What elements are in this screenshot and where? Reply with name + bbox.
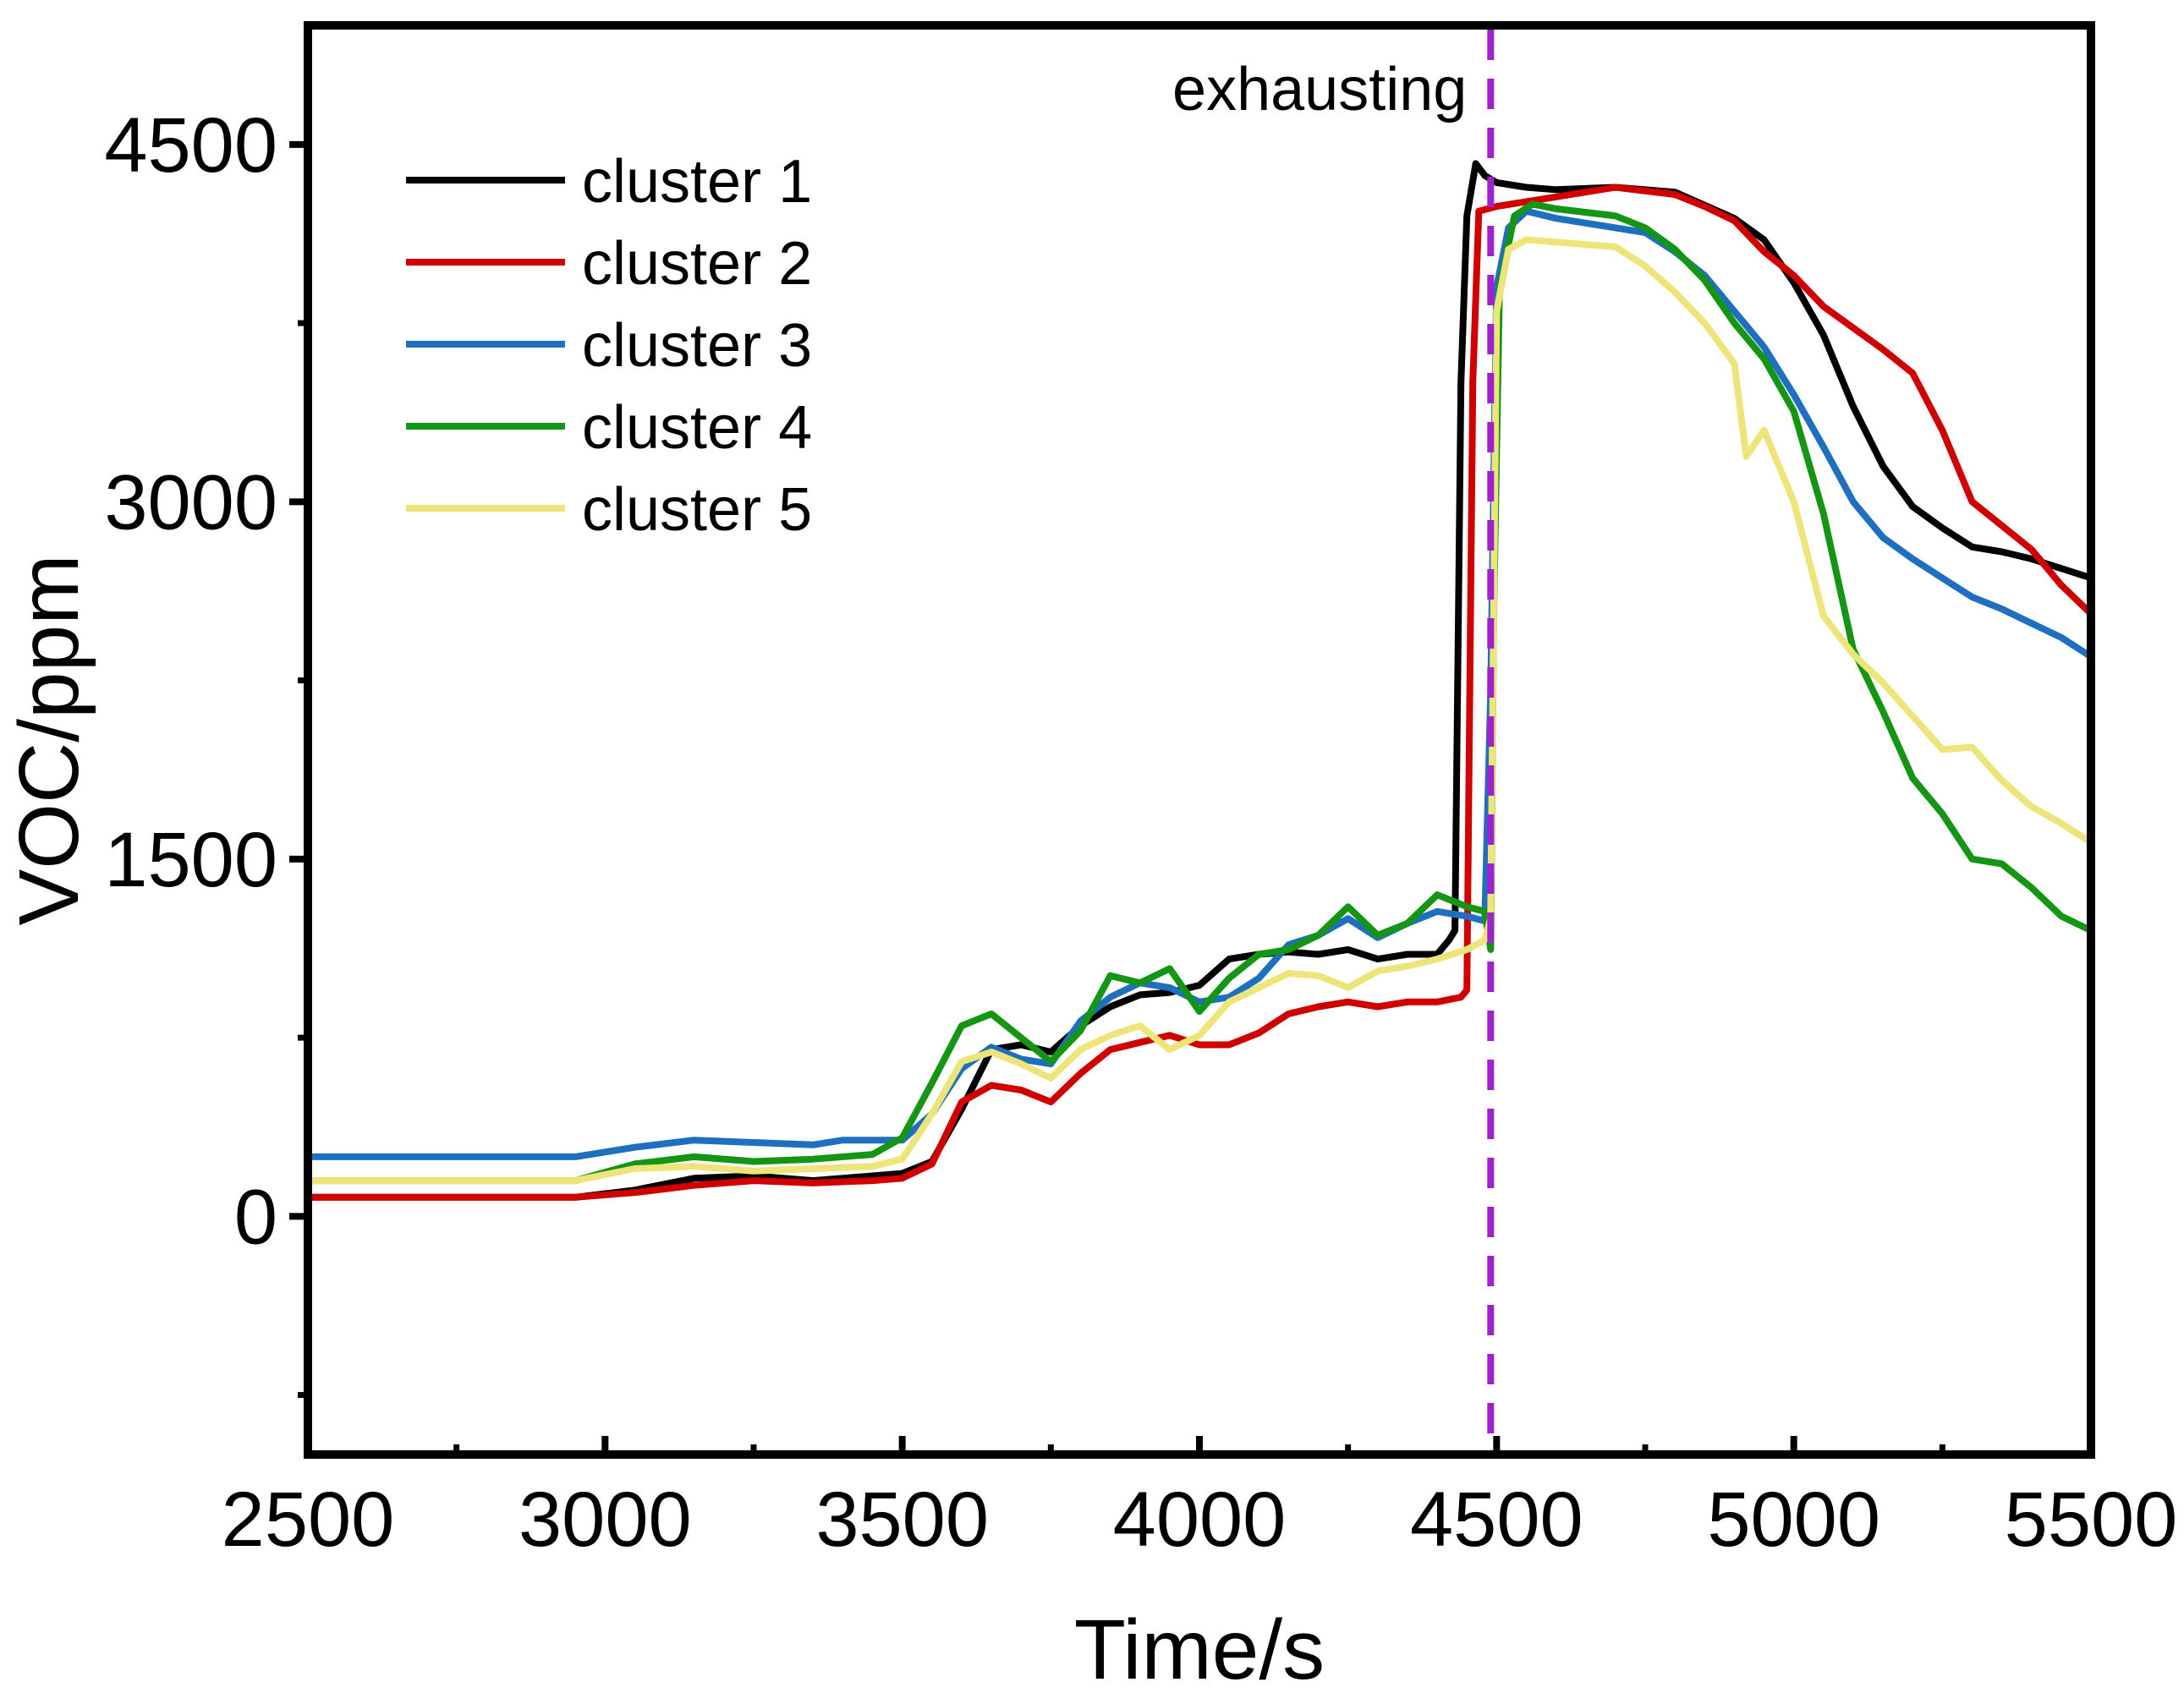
legend: cluster 1 cluster 2 cluster 3 cluster 4 clus… xyxy=(406,148,812,544)
x-axis-title: Time/s xyxy=(1074,1603,1325,1697)
x-tick-label: 3500 xyxy=(815,1477,989,1563)
series-line-2 xyxy=(308,184,2091,1201)
y-axis-title: VOC/ppm xyxy=(2,554,96,925)
series-line-4 xyxy=(308,200,2091,1185)
legend-label-4: cluster 4 xyxy=(582,394,812,462)
y-tick-label: 3000 xyxy=(104,459,277,545)
legend-label-3: cluster 3 xyxy=(582,312,812,380)
legend-label-5: cluster 5 xyxy=(582,476,812,544)
legend-label-1: cluster 1 xyxy=(582,148,812,216)
x-tick-label: 5000 xyxy=(1707,1477,1880,1563)
annotation-layer: exhausting xyxy=(1172,30,1495,1450)
y-tick-label: 1500 xyxy=(104,817,277,903)
legend-label-2: cluster 2 xyxy=(582,230,812,298)
y-tick-label: 4500 xyxy=(104,102,277,189)
x-tick-label: 4500 xyxy=(1410,1477,1583,1563)
series-line-5 xyxy=(308,236,2091,1185)
y-tick-label: 0 xyxy=(234,1174,277,1260)
x-tick-label: 2500 xyxy=(222,1477,395,1563)
x-tick-label: 5500 xyxy=(2005,1477,2178,1563)
series-layer xyxy=(308,160,2091,1201)
series-line-3 xyxy=(308,207,2091,1160)
x-tick-label: 3000 xyxy=(519,1477,692,1563)
x-tick-label: 4000 xyxy=(1113,1477,1287,1563)
annotation-label-1: exhausting xyxy=(1172,56,1467,123)
ticks-layer: 2500 3000 3500 4000 4500 5000 5500 0 1500 3000 450… xyxy=(104,102,2177,1563)
plot-frame xyxy=(304,21,2095,1459)
